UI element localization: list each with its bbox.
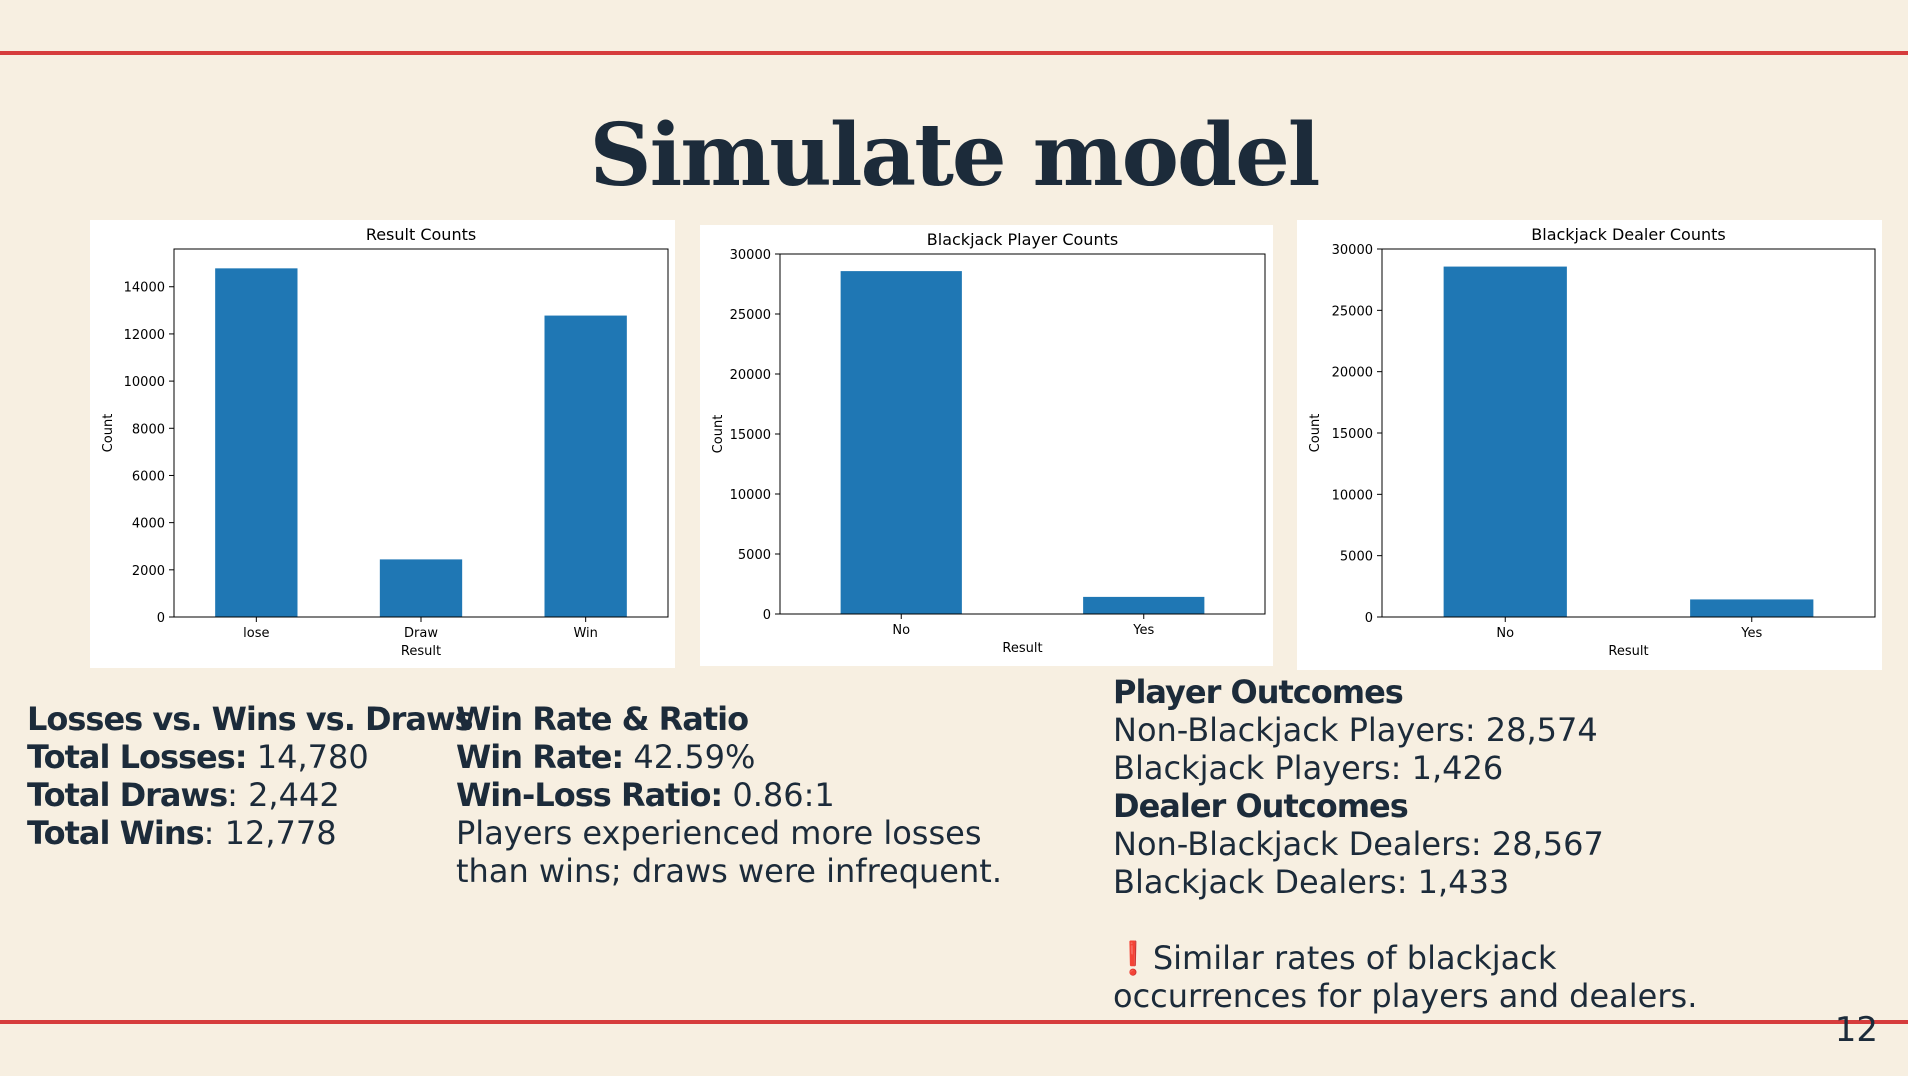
bottom-accent-rule bbox=[0, 1020, 1908, 1024]
top-accent-rule bbox=[0, 51, 1908, 55]
player-outcomes-heading: Player Outcomes bbox=[1113, 673, 1404, 711]
x-tick-label: No bbox=[892, 623, 910, 638]
y-tick-label: 20000 bbox=[1332, 366, 1373, 381]
bar-draw bbox=[379, 559, 463, 617]
y-tick-label: 12000 bbox=[124, 328, 165, 343]
chart-title: Result Counts bbox=[366, 225, 476, 244]
y-tick-label: 5000 bbox=[738, 548, 771, 563]
total-losses-label: Total Losses: bbox=[27, 738, 248, 776]
bar-yes bbox=[1690, 599, 1814, 617]
y-tick-label: 25000 bbox=[1332, 304, 1373, 319]
x-tick-label: No bbox=[1496, 626, 1514, 641]
total-draws-value: : 2,442 bbox=[227, 776, 340, 814]
win-rate-note-line-1: Players experienced more losses bbox=[456, 814, 982, 852]
total-draws-label: Total Draws bbox=[27, 776, 228, 814]
y-tick-label: 8000 bbox=[132, 422, 165, 437]
y-tick-label: 15000 bbox=[730, 428, 771, 443]
results-summary: Losses vs. Wins vs. Draws Total Losses: … bbox=[27, 700, 474, 852]
win-rate-note-line-2: than wins; draws were infrequent. bbox=[456, 852, 1002, 890]
y-tick-label: 10000 bbox=[124, 375, 165, 390]
bar-lose bbox=[215, 268, 298, 617]
non-blackjack-players: Non-Blackjack Players: 28,574 bbox=[1113, 711, 1598, 749]
chart-title: Blackjack Player Counts bbox=[927, 230, 1118, 249]
results-heading: Losses vs. Wins vs. Draws bbox=[27, 700, 474, 738]
blackjack-note-line-1: ❗Similar rates of blackjack bbox=[1113, 939, 1557, 977]
plot-frame bbox=[1381, 248, 1876, 618]
bar-no bbox=[1443, 266, 1567, 617]
y-tick-label: 20000 bbox=[730, 368, 771, 383]
bar-win bbox=[544, 315, 627, 617]
win-rate-summary: Win Rate & Ratio Win Rate: 42.59% Win-Lo… bbox=[456, 700, 1002, 890]
y-tick-label: 4000 bbox=[132, 517, 165, 532]
y-tick-label: 30000 bbox=[730, 248, 771, 263]
y-axis-label: Count bbox=[711, 415, 726, 454]
total-losses-value: 14,780 bbox=[256, 738, 369, 776]
blackjack-player-counts-chart: Blackjack Player Counts No Yes 0 5000 10000 15… bbox=[700, 225, 1273, 666]
blackjack-dealers: Blackjack Dealers: 1,433 bbox=[1113, 863, 1510, 901]
result-counts-chart: Result Counts lose Draw Win 0 2000 4000 6000 800… bbox=[90, 220, 675, 668]
y-tick-label: 0 bbox=[157, 611, 165, 626]
y-axis-label: Count bbox=[1308, 414, 1323, 453]
blackjack-outcomes-summary: Player Outcomes Non-Blackjack Players: 2… bbox=[1113, 673, 1697, 1015]
blackjack-players: Blackjack Players: 1,426 bbox=[1113, 749, 1504, 787]
x-tick-label: Draw bbox=[404, 626, 438, 641]
y-tick-label: 15000 bbox=[1332, 427, 1373, 442]
y-tick-label: 5000 bbox=[1340, 550, 1373, 565]
win-rate-label: Win Rate: bbox=[456, 738, 624, 776]
x-tick-label: Yes bbox=[1132, 623, 1154, 638]
chart-title: Blackjack Dealer Counts bbox=[1531, 225, 1725, 244]
dealer-outcomes-heading: Dealer Outcomes bbox=[1113, 787, 1409, 825]
x-tick-label: Yes bbox=[1740, 626, 1762, 641]
x-tick-label: Win bbox=[573, 626, 597, 641]
y-tick-label: 0 bbox=[1365, 611, 1373, 626]
y-tick-label: 10000 bbox=[730, 488, 771, 503]
bar-no bbox=[840, 271, 962, 614]
plot-frame bbox=[173, 248, 669, 618]
x-axis-label: Result bbox=[1608, 644, 1648, 659]
y-tick-label: 10000 bbox=[1332, 488, 1373, 503]
blackjack-dealer-counts-chart: Blackjack Dealer Counts No Yes 0 5000 10000 15… bbox=[1297, 220, 1882, 670]
total-wins-value: : 12,778 bbox=[203, 814, 337, 852]
win-loss-ratio-value: 0.86:1 bbox=[732, 776, 835, 814]
x-axis-label: Result bbox=[401, 644, 441, 659]
total-wins-label: Total Wins bbox=[27, 814, 205, 852]
page-number: 12 bbox=[1834, 1010, 1878, 1050]
win-loss-ratio-label: Win-Loss Ratio: bbox=[456, 776, 723, 814]
plot-frame bbox=[779, 253, 1266, 615]
y-tick-label: 2000 bbox=[132, 564, 165, 579]
y-tick-label: 25000 bbox=[730, 308, 771, 323]
x-axis-label: Result bbox=[1002, 641, 1042, 656]
y-axis-label: Count bbox=[101, 414, 116, 453]
blackjack-note-line-2: occurrences for players and dealers. bbox=[1113, 977, 1698, 1015]
win-rate-value: 42.59% bbox=[633, 738, 756, 776]
y-tick-label: 6000 bbox=[132, 469, 165, 484]
x-tick-label: lose bbox=[243, 626, 269, 641]
non-blackjack-dealers: Non-Blackjack Dealers: 28,567 bbox=[1113, 825, 1604, 863]
win-rate-heading: Win Rate & Ratio bbox=[456, 700, 749, 738]
y-tick-label: 0 bbox=[763, 608, 771, 623]
y-tick-label: 14000 bbox=[124, 281, 165, 296]
y-tick-label: 30000 bbox=[1332, 243, 1373, 258]
slide-title: Simulate model bbox=[589, 105, 1321, 206]
bar-yes bbox=[1083, 596, 1205, 614]
